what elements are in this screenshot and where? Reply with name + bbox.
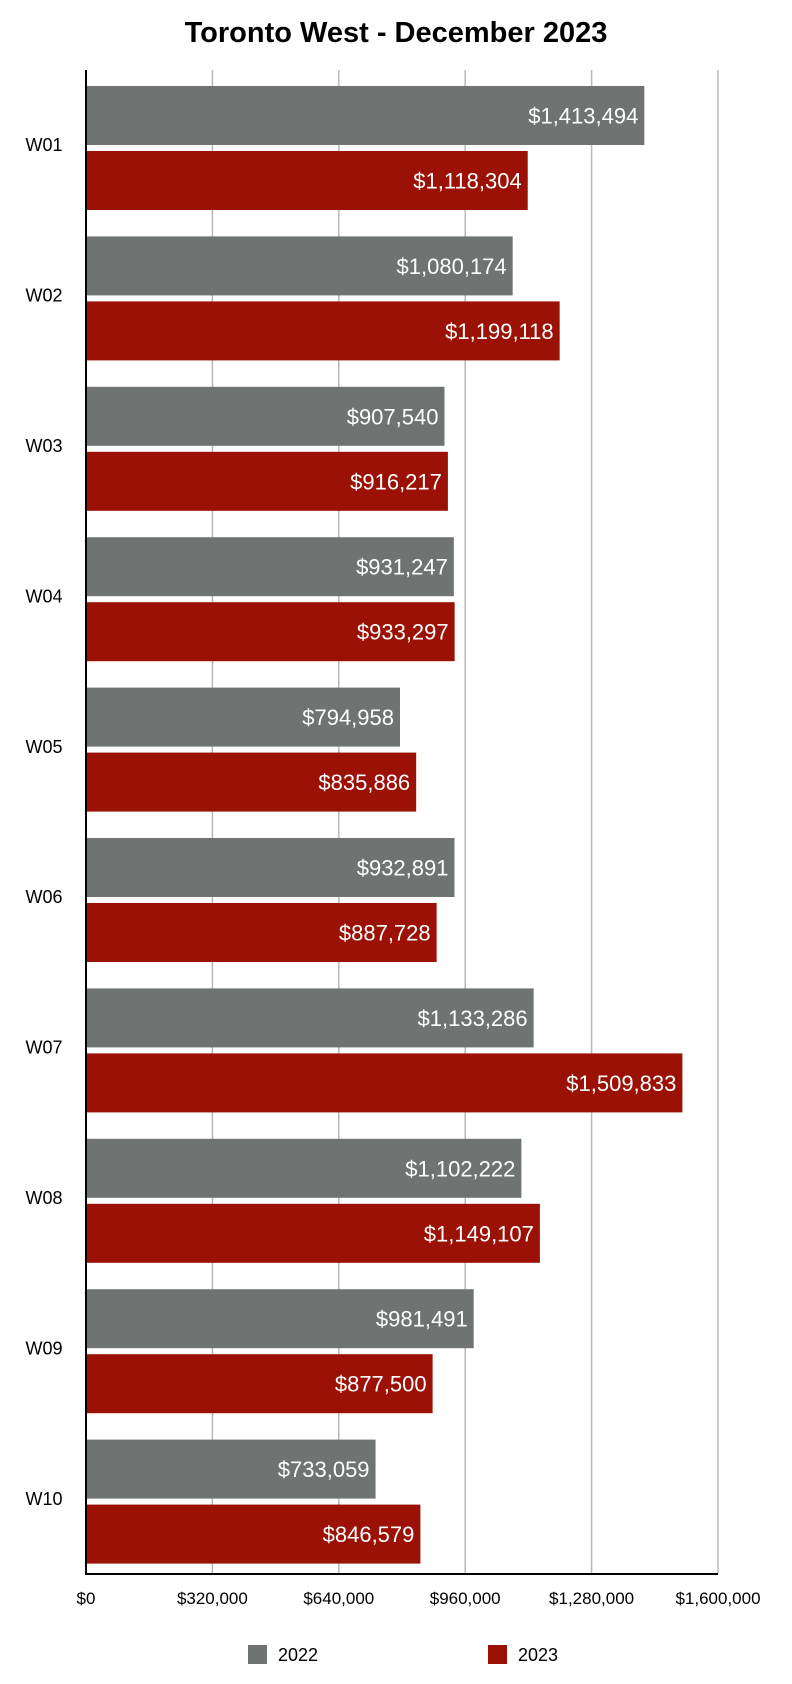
data-label: $877,500 bbox=[335, 1372, 427, 1397]
category-label: W08 bbox=[25, 1188, 62, 1208]
x-tick-label: $960,000 bbox=[430, 1589, 501, 1608]
legend: 2022 2023 bbox=[248, 1645, 558, 1665]
legend-label: 2023 bbox=[518, 1645, 558, 1665]
data-label: $794,958 bbox=[302, 705, 394, 730]
data-label: $835,886 bbox=[318, 770, 410, 795]
bar-2023-W04 bbox=[86, 602, 455, 662]
bar-2023-W10 bbox=[86, 1504, 421, 1564]
x-tick-label: $1,600,000 bbox=[675, 1589, 760, 1608]
bar-2023-W03 bbox=[86, 451, 448, 511]
data-label: $933,297 bbox=[357, 620, 449, 645]
category-label: W03 bbox=[25, 436, 62, 456]
data-label: $931,247 bbox=[356, 555, 448, 580]
bar-2023-W07 bbox=[86, 1053, 683, 1113]
category-label: W02 bbox=[25, 286, 62, 306]
data-label: $907,540 bbox=[347, 404, 439, 429]
x-tick-label: $640,000 bbox=[303, 1589, 374, 1608]
data-label: $1,199,118 bbox=[445, 319, 553, 344]
bar-2022-W09 bbox=[86, 1289, 474, 1349]
x-tick-labels: $0 $320,000 $640,000 $960,000 $1,280,000 $1,6… bbox=[77, 1589, 761, 1608]
bar-2022-W04 bbox=[86, 537, 454, 597]
data-label: $981,491 bbox=[376, 1307, 468, 1332]
legend-swatch-2023 bbox=[488, 1645, 507, 1664]
category-label: W04 bbox=[25, 586, 62, 606]
bar-2022-W02 bbox=[86, 236, 513, 296]
data-label: $1,133,286 bbox=[418, 1006, 528, 1031]
bar-2022-W08 bbox=[86, 1138, 522, 1198]
category-label: W06 bbox=[25, 887, 62, 907]
bar-2023-W01 bbox=[86, 151, 528, 210]
data-label: $1,118,304 bbox=[413, 169, 521, 194]
bar-2023-W09 bbox=[86, 1354, 433, 1414]
bar-2023-W05 bbox=[86, 752, 417, 812]
bar-2022-W07 bbox=[86, 988, 534, 1048]
bar-2023-W06 bbox=[86, 903, 437, 962]
data-label: $846,579 bbox=[323, 1522, 415, 1547]
data-label: $1,102,222 bbox=[405, 1156, 515, 1181]
bar-2022-W06 bbox=[86, 838, 455, 897]
bar-2022-W05 bbox=[86, 687, 401, 747]
data-label: $932,891 bbox=[357, 856, 449, 881]
data-label: $1,080,174 bbox=[397, 254, 507, 279]
data-label: $1,413,494 bbox=[528, 104, 638, 129]
bar-2023-W08 bbox=[86, 1203, 540, 1263]
data-label: $733,059 bbox=[278, 1457, 370, 1482]
category-label: W10 bbox=[25, 1489, 62, 1509]
data-label: $1,149,107 bbox=[424, 1221, 534, 1246]
bar-2022-W03 bbox=[86, 386, 445, 446]
bar-2022-W01 bbox=[86, 86, 645, 145]
category-label: W05 bbox=[25, 737, 62, 757]
x-tick-label: $1,280,000 bbox=[549, 1589, 634, 1608]
bars: $1,413,494 $1,118,304 $1,080,174 $1,199,118… bbox=[86, 86, 683, 1564]
data-label: $916,217 bbox=[350, 469, 442, 494]
chart-title: Toronto West - December 2023 bbox=[185, 17, 608, 49]
category-label: W01 bbox=[25, 135, 62, 155]
data-label: $1,509,833 bbox=[566, 1071, 676, 1096]
category-labels: W01 W02 W03 W04 W05 W06 W07 W08 W09 W10 bbox=[25, 135, 62, 1509]
x-tick-label: $320,000 bbox=[177, 1589, 248, 1608]
legend-label: 2022 bbox=[278, 1645, 318, 1665]
legend-swatch-2022 bbox=[248, 1645, 267, 1664]
x-tick-label: $0 bbox=[77, 1589, 96, 1608]
category-label: W07 bbox=[25, 1038, 62, 1058]
gridlines bbox=[211, 70, 719, 1574]
bar-2023-W02 bbox=[86, 301, 560, 361]
category-label: W09 bbox=[25, 1338, 62, 1358]
bar-2022-W10 bbox=[86, 1439, 376, 1499]
data-label: $887,728 bbox=[339, 921, 431, 946]
